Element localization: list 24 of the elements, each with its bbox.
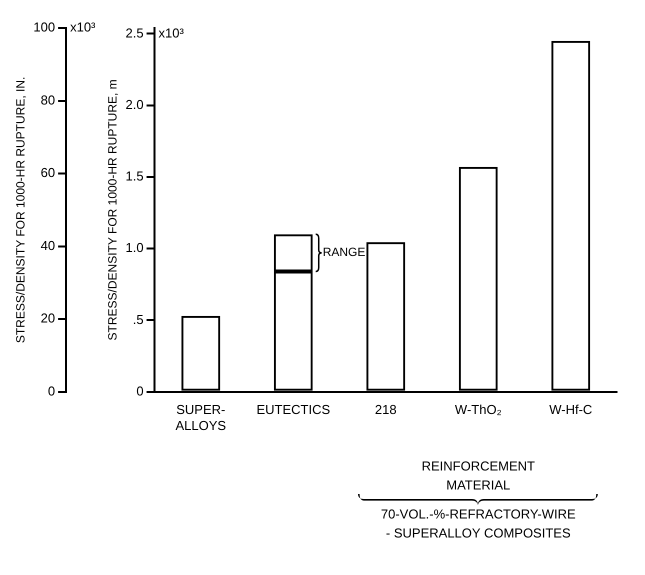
y-tick-label: 2.5 (125, 25, 144, 40)
annotation: x10³ (158, 25, 185, 40)
y2-tick-label: 100 (33, 20, 56, 35)
x-tick-label: 218 (374, 402, 397, 418)
y2-tick-label: 80 (40, 92, 56, 108)
x-tick-label: W-ThO₂ (454, 402, 502, 418)
y-axis-title: STRESS/DENSITY FOR 1000-HR RUPTURE, m (106, 79, 120, 340)
x-tick-label: SUPER-ALLOYS (176, 402, 226, 433)
y2-tick-label: 40 (40, 238, 56, 253)
y2-tick-label: 60 (40, 165, 56, 180)
y2-tick-label: 20 (40, 310, 56, 326)
x-tick-label: EUTECTICS (256, 402, 330, 418)
y-tick-label: .5 (132, 312, 144, 327)
text: REINFORCEMENT MATERIAL (422, 458, 536, 493)
y-tick-label: 1.5 (125, 168, 144, 184)
y2-axis-title: STRESS/DENSITY FOR 1000-HR RUPTURE, IN. (14, 76, 28, 344)
x-tick-label: W-Hf-C (549, 402, 592, 418)
text: x10³ (70, 20, 96, 35)
y2-tick-label: 0 (48, 383, 56, 398)
text: 70-VOL.-%-REFRACTORY-WIRE - SUPERALLOY COMPOSITES (380, 506, 576, 541)
annotation: RANGE (322, 245, 366, 260)
y-tick-label: 1.0 (125, 240, 144, 256)
y-tick-label: 2.0 (125, 96, 144, 112)
y-tick-label: 0 (136, 383, 144, 398)
